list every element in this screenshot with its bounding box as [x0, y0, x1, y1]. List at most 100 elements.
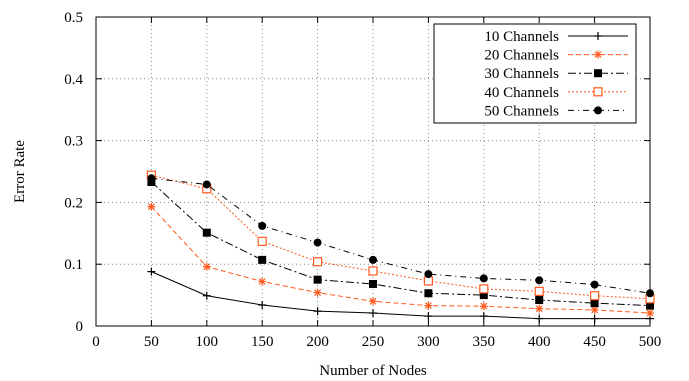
x-axis-title: Number of Nodes: [319, 363, 427, 379]
legend-label: 10 Channels: [484, 29, 559, 45]
marker-star: [646, 309, 654, 318]
series-5: [147, 174, 654, 298]
x-tick-label: 250: [362, 334, 385, 350]
x-tick-label: 300: [417, 334, 440, 350]
marker-open-square: [593, 87, 603, 97]
y-tick-label: 0.4: [64, 72, 83, 88]
marker-open-square: [534, 286, 544, 296]
grid: [96, 17, 650, 326]
marker-star-d2: [424, 302, 432, 310]
marker-plus: [313, 307, 322, 316]
x-tick-label: 200: [306, 334, 329, 350]
marker-star: [202, 262, 211, 271]
marker-star-d2: [369, 297, 377, 305]
marker-filled-circle: [424, 270, 433, 279]
marker-filled-square: [258, 255, 267, 264]
marker-filled-circle: [313, 238, 322, 247]
marker-plus: [147, 267, 156, 276]
axes: 0 50 100 150 200 250 300 350 400 450 500 0 0.1 0.2 0.3…: [64, 10, 661, 350]
marker-star-d2: [591, 306, 599, 314]
x-tick-label: 150: [251, 334, 274, 350]
x-tick-label: 50: [144, 334, 159, 350]
marker-plus: [594, 32, 602, 40]
series-1: [147, 267, 654, 323]
marker-star-d2: [147, 203, 155, 211]
marker-filled-circle: [594, 106, 602, 115]
x-tick-label: 450: [583, 334, 606, 350]
marker-star: [590, 305, 599, 314]
y-axis-title: Error Rate: [12, 140, 28, 203]
x-tick-label: 100: [196, 334, 219, 350]
marker-filled-square: [479, 291, 488, 300]
legend-label: 30 Channels: [484, 66, 559, 82]
marker-star: [424, 301, 433, 310]
marker-star: [594, 50, 602, 59]
marker-star: [369, 297, 377, 306]
marker-star-d2: [314, 289, 322, 297]
marker-filled-square: [424, 289, 433, 298]
marker-star: [147, 202, 156, 211]
marker-filled-circle: [369, 255, 377, 264]
marker-star: [258, 277, 267, 286]
legend-item: 40 Channels: [484, 85, 628, 101]
series-line: [151, 174, 651, 300]
x-tick-label: 350: [473, 334, 496, 350]
marker-plus: [369, 309, 377, 318]
legend-label: 40 Channels: [484, 85, 559, 101]
x-tick-label: 500: [639, 334, 662, 350]
marker-filled-square: [535, 296, 544, 305]
series-line: [151, 177, 651, 294]
legend-label: 50 Channels: [484, 103, 559, 119]
marker-plus: [535, 314, 544, 323]
series-line: [151, 206, 651, 314]
marker-filled-square: [594, 69, 602, 78]
series-line: [151, 181, 651, 307]
marker-plus: [258, 300, 267, 309]
legend: 10 Channels 20 Channels 30 Channels 40 Chan…: [433, 23, 637, 124]
series-3: [147, 178, 654, 310]
legend-item: 50 Channels: [484, 103, 628, 119]
marker-open-square: [589, 291, 600, 301]
marker-filled-circle: [535, 276, 544, 285]
series-layer: [146, 170, 655, 323]
marker-filled-square: [313, 275, 322, 284]
series-2: [147, 202, 654, 318]
marker-plus: [202, 291, 211, 300]
marker-filled-circle: [202, 180, 211, 189]
y-tick-label: 0: [76, 319, 84, 335]
legend-item: 20 Channels: [484, 48, 628, 64]
y-tick-label: 0.3: [64, 134, 83, 150]
marker-open-square: [313, 257, 323, 267]
marker-open-square: [368, 266, 378, 276]
series-4: [146, 170, 655, 304]
marker-star: [313, 288, 322, 297]
marker-filled-square: [590, 299, 599, 308]
marker-filled-square: [369, 279, 377, 288]
marker-star-d2: [646, 309, 654, 317]
x-tick-label: 400: [528, 334, 551, 350]
y-tick-label: 0.2: [64, 195, 83, 211]
y-tick-label: 0.5: [64, 10, 83, 26]
marker-star-d2: [535, 305, 543, 313]
legend-item: 30 Channels: [484, 66, 628, 82]
marker-star-d2: [594, 51, 602, 59]
marker-open-square: [257, 236, 267, 246]
x-tick-label: 0: [92, 334, 100, 350]
marker-star-d2: [480, 302, 488, 310]
marker-filled-square: [646, 301, 654, 310]
marker-plus: [424, 312, 433, 321]
marker-plus: [479, 312, 488, 321]
marker-plus: [590, 314, 599, 323]
marker-star: [535, 304, 544, 313]
marker-filled-circle: [590, 280, 599, 289]
y-tick-label: 0.1: [64, 257, 83, 273]
marker-star-d2: [258, 278, 266, 285]
legend-label: 20 Channels: [484, 48, 559, 64]
marker-star-d2: [203, 263, 211, 271]
marker-filled-circle: [479, 274, 488, 283]
series-line: [151, 271, 650, 320]
marker-filled-circle: [258, 221, 267, 230]
marker-filled-square: [202, 228, 211, 237]
marker-filled-circle: [147, 174, 156, 183]
